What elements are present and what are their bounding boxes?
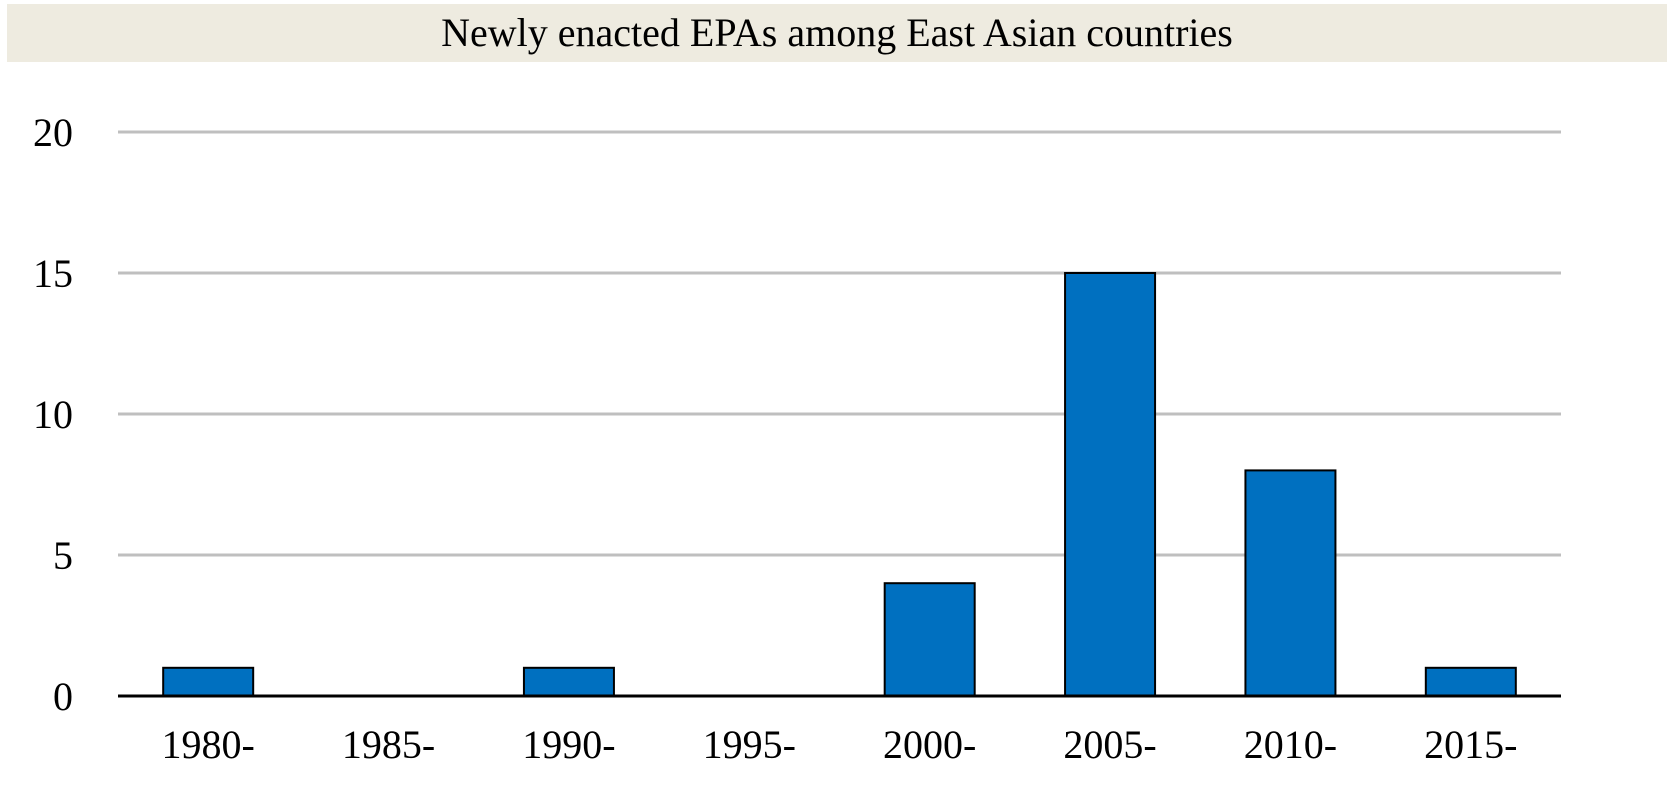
- chart-title-bar: Newly enacted EPAs among East Asian coun…: [7, 4, 1667, 62]
- bar-2010: [1244, 469, 1337, 697]
- x-axis-tick-labels: 1980- 1985- 1990- 1995- 2000- 2005- 2010- 2015-: [162, 722, 1518, 767]
- x-tick-label: 1995-: [703, 722, 796, 767]
- y-tick-label: 5: [53, 533, 73, 578]
- y-tick-label: 10: [33, 392, 73, 437]
- bar-2000: [883, 582, 976, 698]
- x-tick-label: 1990-: [522, 722, 615, 767]
- chart-title: Newly enacted EPAs among East Asian coun…: [441, 10, 1233, 55]
- bar-1990: [522, 666, 615, 697]
- y-tick-label: 15: [33, 251, 73, 296]
- x-tick-label: 2000-: [883, 722, 976, 767]
- bars: [162, 272, 1517, 698]
- y-axis-tick-labels: 0 5 10 15 20: [33, 110, 73, 719]
- gridlines: [118, 130, 1561, 557]
- x-tick-label: 2015-: [1424, 722, 1517, 767]
- x-tick-label: 2010-: [1244, 722, 1337, 767]
- x-tick-label: 2005-: [1063, 722, 1156, 767]
- y-tick-label: 0: [53, 674, 73, 719]
- x-tick-label: 1985-: [342, 722, 435, 767]
- y-tick-label: 20: [33, 110, 73, 155]
- bar-2005: [1064, 272, 1157, 697]
- bar-1980: [162, 666, 255, 697]
- x-tick-label: 1980-: [162, 722, 255, 767]
- bar-2015: [1424, 666, 1517, 697]
